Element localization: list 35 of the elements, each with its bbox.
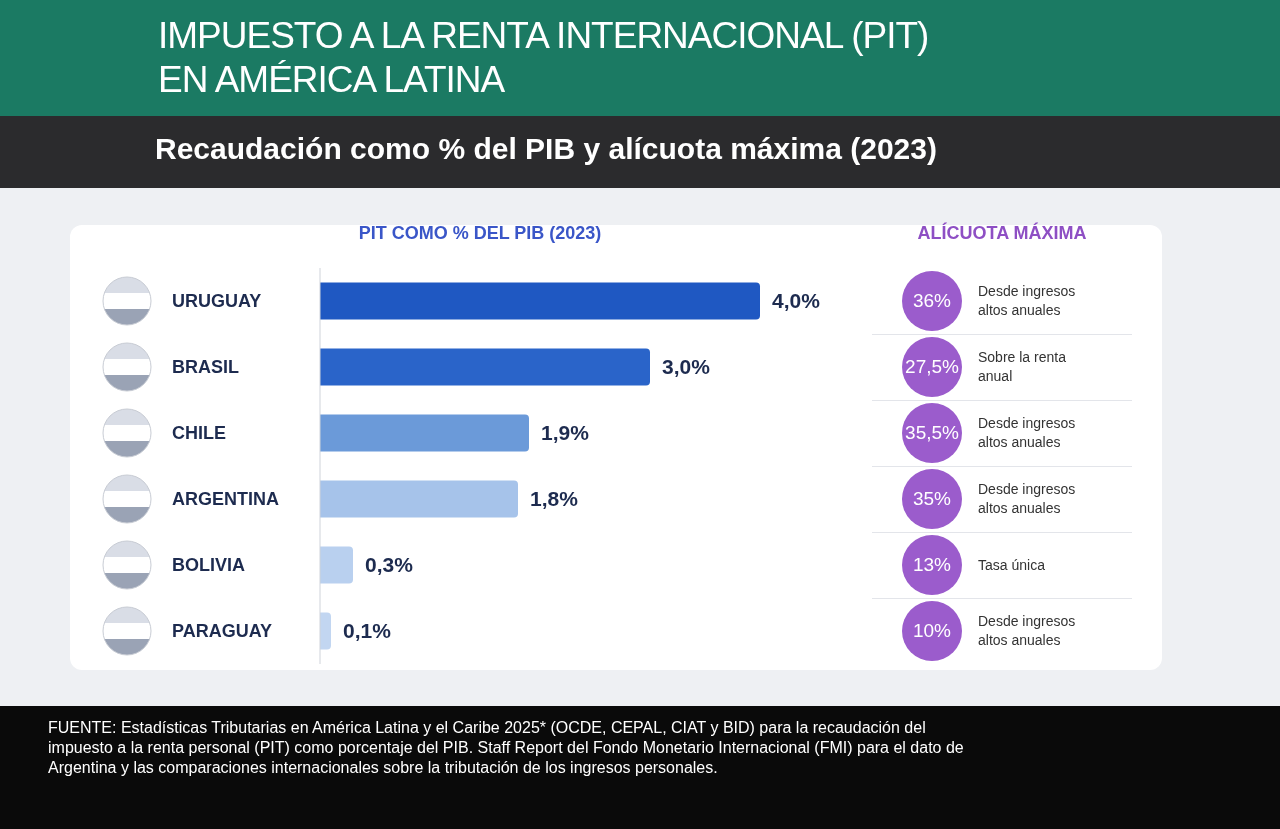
bar bbox=[320, 282, 760, 320]
category-label: 13% bbox=[902, 535, 962, 595]
data-label: 1,9% bbox=[541, 421, 590, 445]
chart-title: IMPUESTO A LA RENTA INTERNACIONAL (PIT) EN AMÉRICA LATINA bbox=[158, 14, 930, 102]
bar bbox=[320, 612, 331, 650]
source-note: FUENTE: Estadísticas Tributarias en América Latina y el Caribe 2025* (OCDE, CEPAL, CIAT y BID) para la recaudación del impuesto a la renta personal (PIT) como porcentaje del PIB. Staff Report del Fondo Monetario Internacional (FMI) para el dato de Argentina y las comparaciones internacionales sobre la tributación de los ingresos personales. bbox=[48, 718, 965, 778]
data-label: 0,1% bbox=[343, 619, 392, 643]
data-label: 0,3% bbox=[365, 553, 414, 577]
bar bbox=[320, 348, 650, 386]
data-label: 4,0% bbox=[772, 289, 821, 313]
category-label: 35,5% bbox=[902, 403, 962, 463]
category-label: 27,5% bbox=[902, 337, 962, 397]
y-tick-label: URUGUAY bbox=[172, 291, 262, 311]
text: Tasa única bbox=[978, 555, 1046, 575]
text: Desde ingresos altos anuales bbox=[978, 480, 1077, 518]
text: Desde ingresos altos anuales bbox=[978, 414, 1077, 452]
category-label: 36% bbox=[902, 271, 962, 331]
bar bbox=[320, 414, 529, 452]
chart-subtitle: Recaudación como % del PIB y alícuota máxima (2023) bbox=[155, 132, 937, 166]
y-tick-label: PARAGUAY bbox=[172, 621, 273, 641]
text: Desde ingresos altos anuales bbox=[978, 612, 1077, 650]
y-tick-label: CHILE bbox=[172, 423, 226, 443]
bar bbox=[320, 480, 518, 518]
y-tick-label: ARGENTINA bbox=[172, 489, 279, 509]
y-tick-label: BOLIVIA bbox=[172, 555, 246, 575]
category-label: 10% bbox=[902, 601, 962, 661]
text: ALÍCUOTA MÁXIMA bbox=[916, 223, 1088, 244]
bar bbox=[320, 546, 353, 584]
category-label: 35% bbox=[902, 469, 962, 529]
data-label: 3,0% bbox=[662, 355, 711, 379]
text: Sobre la renta anual bbox=[978, 348, 1067, 386]
y-tick-label: BRASIL bbox=[172, 357, 239, 377]
data-label: 1,8% bbox=[530, 487, 579, 511]
text: Desde ingresos altos anuales bbox=[978, 282, 1077, 320]
x-axis-title: PIT COMO % DEL PIB (2023) bbox=[357, 223, 603, 244]
